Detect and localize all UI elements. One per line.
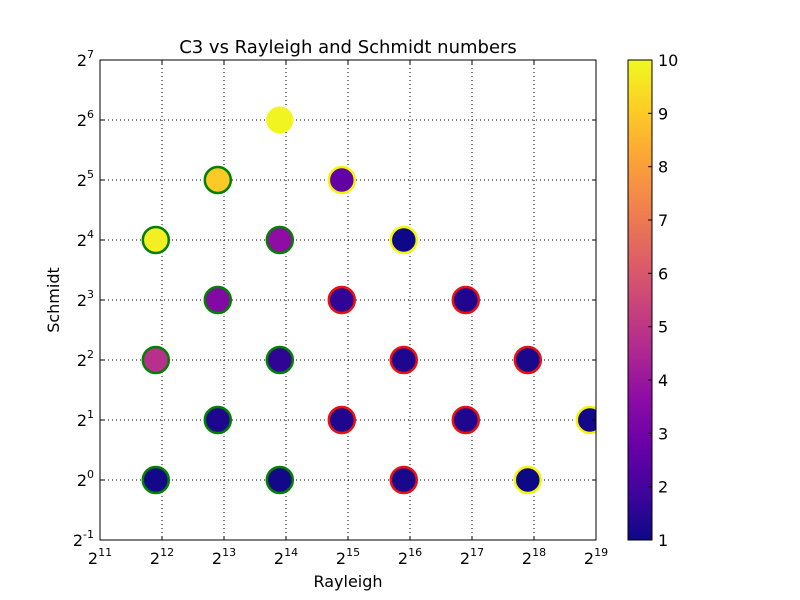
chart-title: C3 vs Rayleigh and Schmidt numbers bbox=[179, 37, 517, 58]
y-tick-label: 25 bbox=[77, 168, 94, 190]
x-tick-label: 212 bbox=[150, 546, 174, 568]
data-point bbox=[327, 165, 357, 195]
data-point bbox=[265, 345, 295, 375]
colorbar-tick-label: 6 bbox=[658, 264, 668, 283]
data-point bbox=[575, 405, 596, 435]
data-point bbox=[203, 165, 233, 195]
y-axis-title: Schmidt bbox=[44, 267, 63, 333]
colorbar-tick-label: 10 bbox=[658, 51, 678, 70]
x-tick-label: 217 bbox=[460, 546, 484, 568]
y-tick-label: 27 bbox=[77, 48, 94, 70]
y-tick-label: 21 bbox=[77, 408, 94, 430]
x-tick-label: 216 bbox=[398, 546, 422, 568]
x-tick-label: 213 bbox=[212, 546, 236, 568]
y-tick-label: 26 bbox=[77, 108, 94, 130]
data-point bbox=[451, 405, 481, 435]
colorbar-ticks: 1 2 3 4 5 6 7 8 9 10 bbox=[648, 51, 678, 550]
colorbar-tick-label: 5 bbox=[658, 318, 668, 337]
x-tick-label: 218 bbox=[522, 546, 546, 568]
data-points bbox=[141, 106, 596, 495]
data-point bbox=[451, 285, 481, 315]
data-point bbox=[265, 465, 295, 495]
data-point bbox=[265, 225, 295, 255]
y-tick-label: 20 bbox=[77, 468, 94, 490]
y-tick-label: 2-1 bbox=[73, 528, 94, 550]
data-point bbox=[266, 106, 294, 134]
y-axis-ticks: 2-1 20 21 22 23 24 25 26 27 bbox=[73, 48, 596, 550]
colorbar-tick-label: 9 bbox=[658, 104, 668, 123]
y-tick-label: 24 bbox=[77, 228, 94, 250]
data-point bbox=[141, 465, 171, 495]
data-point bbox=[141, 345, 171, 375]
data-point bbox=[327, 405, 357, 435]
data-point bbox=[513, 345, 543, 375]
colorbar-tick-label: 3 bbox=[658, 424, 668, 443]
x-tick-label: 219 bbox=[584, 546, 608, 568]
x-tick-label: 215 bbox=[336, 546, 360, 568]
data-point bbox=[203, 285, 233, 315]
data-point bbox=[389, 225, 419, 255]
data-point bbox=[513, 465, 543, 495]
data-point bbox=[389, 465, 419, 495]
x-axis-title: Rayleigh bbox=[313, 572, 382, 591]
y-tick-label: 23 bbox=[77, 288, 94, 310]
colorbar-tick-label: 7 bbox=[658, 211, 668, 230]
data-point bbox=[141, 225, 171, 255]
x-tick-label: 214 bbox=[274, 546, 298, 568]
data-point bbox=[389, 345, 419, 375]
x-axis-ticks: 211 212 213 214 215 216 217 218 219 bbox=[88, 60, 608, 568]
colorbar-tick-label: 4 bbox=[658, 371, 668, 390]
colorbar bbox=[627, 59, 653, 541]
data-point bbox=[327, 285, 357, 315]
data-point bbox=[203, 405, 233, 435]
colorbar-tick-label: 2 bbox=[658, 478, 668, 497]
colorbar-tick-label: 1 bbox=[658, 531, 668, 550]
colorbar-tick-label: 8 bbox=[658, 158, 668, 177]
y-tick-label: 22 bbox=[77, 348, 94, 370]
x-tick-label: 211 bbox=[88, 546, 112, 568]
